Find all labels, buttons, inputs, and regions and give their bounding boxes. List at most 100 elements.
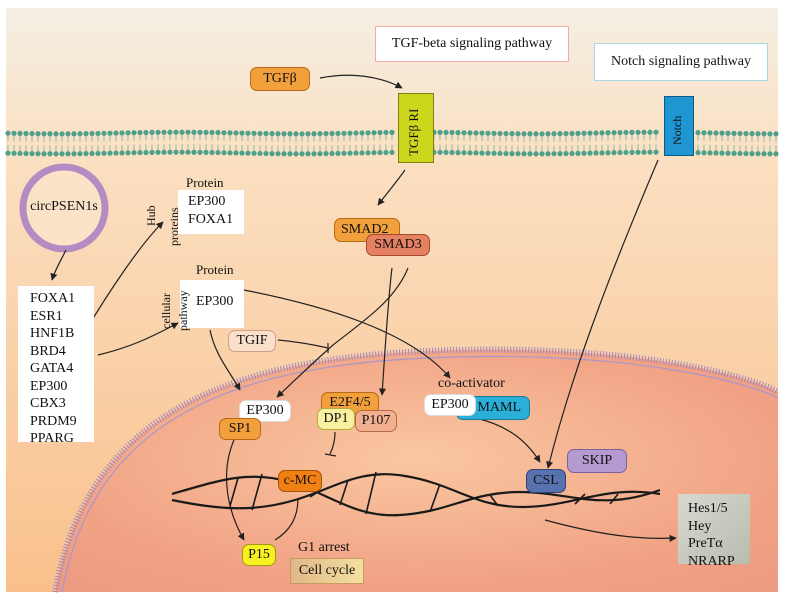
lipid-head — [203, 129, 209, 135]
lipid-head — [287, 131, 293, 137]
lipid-head — [263, 130, 269, 137]
lipid-head — [101, 130, 107, 136]
lipid-head — [653, 149, 659, 155]
lipid-head — [83, 131, 89, 137]
lipid-head — [515, 131, 521, 137]
inhibit-tgif — [277, 339, 329, 349]
lipid-head — [353, 130, 359, 136]
lipid-head — [131, 130, 137, 136]
hub-box-header: Protein — [186, 175, 224, 190]
arrow-notch-csl — [546, 159, 659, 469]
lipid-head — [137, 129, 143, 136]
lipid-head — [179, 129, 185, 135]
lipid-head — [317, 151, 323, 157]
lipid-head — [23, 150, 29, 157]
lipid-head — [521, 131, 527, 137]
lipid-head — [479, 130, 485, 136]
lipid-head — [269, 151, 275, 157]
lipid-head — [539, 131, 545, 137]
lipid-head — [209, 129, 215, 136]
lipid-head — [239, 130, 245, 136]
arrow-smad3-e2f — [378, 267, 393, 396]
lipid-head — [635, 149, 641, 155]
target-gene: ESR1 — [30, 308, 63, 324]
notch-pathway-title: Notch signaling pathway — [594, 43, 768, 81]
notch-target-gene: Hes1/5 — [688, 501, 728, 516]
lipid-head — [65, 151, 71, 157]
lipid-head — [755, 131, 761, 137]
target-gene: PRDM9 — [30, 413, 77, 429]
cmc-node: c-MC — [278, 470, 322, 492]
tgfb-receptor-label: TGFβ RI — [406, 108, 421, 156]
lipid-head — [71, 131, 77, 137]
skip-node: SKIP — [567, 449, 627, 473]
target-gene: EP300 — [30, 378, 68, 394]
lipid-head — [383, 129, 389, 136]
tgf-pathway-title-text: TGF-beta signaling pathway — [391, 36, 553, 51]
lipid-head — [623, 129, 629, 136]
lipid-head — [731, 150, 737, 156]
lipid-head — [707, 150, 713, 156]
sp1-node: SP1 — [219, 418, 261, 440]
lipid-head — [389, 149, 395, 155]
arrow-smad2-ep300 — [276, 267, 409, 398]
lipid-head — [245, 150, 251, 156]
lipid-head — [107, 150, 113, 156]
lipid-head — [497, 130, 503, 137]
lipid-head — [131, 150, 137, 156]
lipid-head — [185, 149, 191, 155]
smad3-node: SMAD3 — [366, 234, 430, 256]
lipid-head — [281, 131, 287, 137]
lipid-head — [473, 130, 479, 136]
lipid-head — [533, 131, 539, 137]
lipid-head — [155, 129, 161, 135]
lipid-head — [347, 150, 353, 156]
lipid-head — [143, 149, 149, 156]
lipid-head — [497, 150, 503, 157]
lipid-head — [185, 129, 191, 135]
lipid-head — [551, 151, 557, 157]
lipid-head — [623, 149, 629, 156]
lipid-head — [167, 149, 173, 155]
lipid-head — [41, 151, 47, 157]
lipid-head — [341, 130, 347, 136]
lipid-head — [371, 150, 377, 156]
lipid-head — [701, 150, 707, 156]
lipid-head — [305, 151, 311, 157]
lipid-head — [461, 130, 467, 136]
lipid-head — [605, 150, 611, 156]
lipid-head — [647, 129, 653, 135]
dna-rungs — [229, 471, 619, 515]
arrow-targets-cell — [97, 322, 179, 356]
lipid-head — [179, 149, 185, 155]
lipid-head — [59, 131, 65, 137]
csl-node: CSL — [526, 469, 566, 493]
lipid-head — [287, 151, 293, 157]
lipid-head — [731, 130, 737, 136]
lipid-head — [377, 129, 383, 136]
lipid-head — [737, 150, 743, 157]
lipid-head — [341, 150, 347, 156]
arrow-maml-csl — [475, 417, 541, 463]
lipid-head — [647, 149, 653, 155]
lipid-head — [143, 129, 149, 136]
lipid-head — [527, 151, 533, 157]
lipid-head — [719, 130, 725, 136]
lipid-head — [197, 129, 203, 135]
target-gene: FOXA1 — [30, 291, 76, 306]
lipid-head — [569, 130, 575, 137]
lipid-head — [119, 150, 125, 156]
tgif-node: TGIF — [228, 330, 276, 352]
lipid-head — [629, 149, 635, 155]
lipid-head — [629, 129, 635, 135]
lipid-head — [725, 150, 731, 156]
lipid-head — [599, 130, 605, 136]
notch-receptor: Notch — [664, 96, 694, 156]
lipid-head — [257, 150, 263, 157]
lipid-head — [71, 151, 77, 157]
dp1-node: DP1 — [317, 408, 355, 430]
lipid-head — [455, 130, 461, 136]
lipid-head — [767, 151, 773, 157]
lipid-head — [53, 131, 59, 137]
